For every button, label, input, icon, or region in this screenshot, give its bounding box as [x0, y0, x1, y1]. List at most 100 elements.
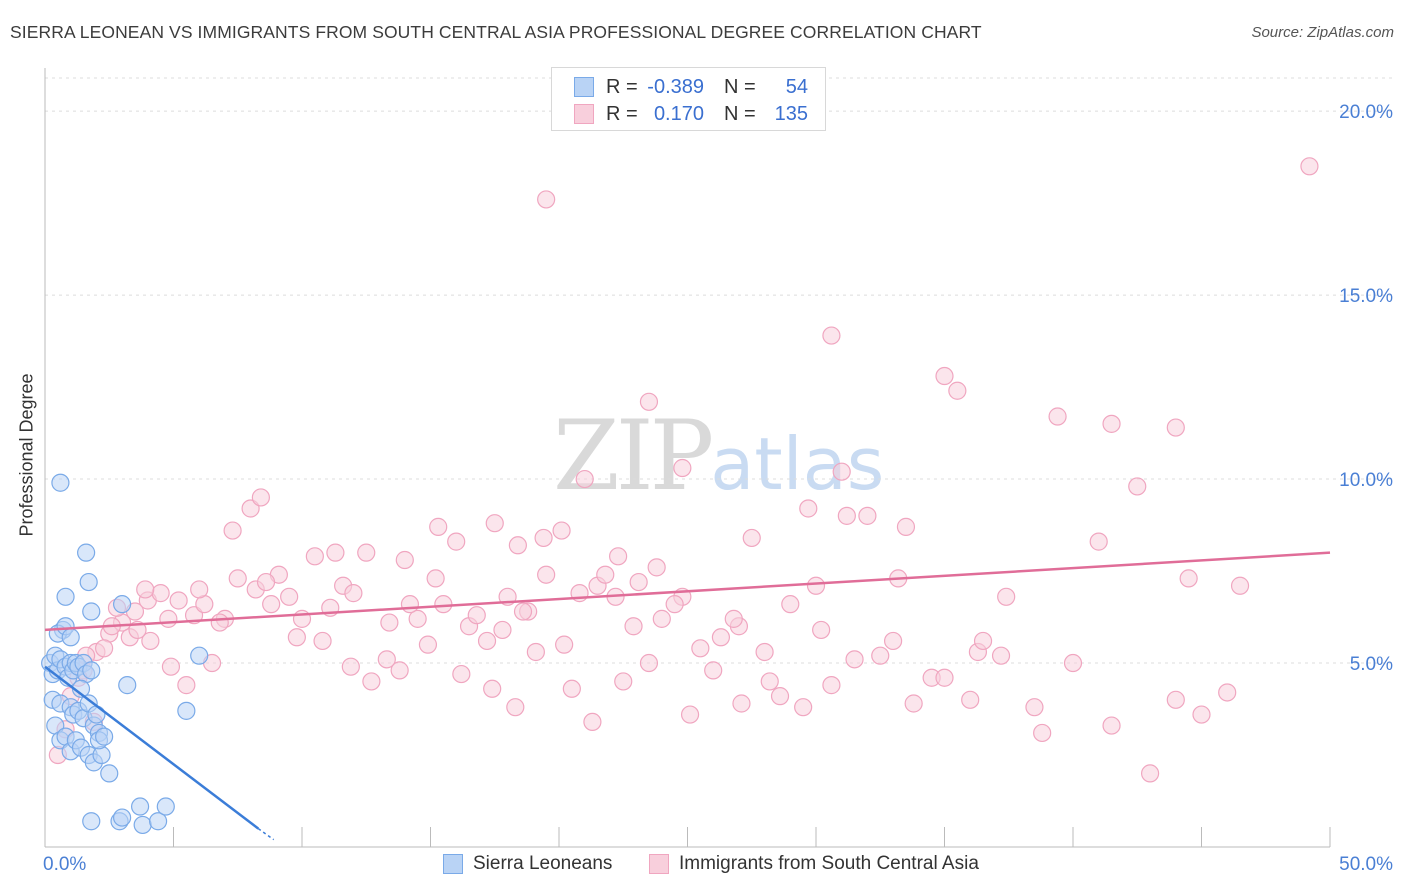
data-point-immigrants	[280, 587, 299, 606]
data-point-immigrants	[357, 543, 376, 562]
data-point-immigrants	[883, 631, 903, 651]
bottom-legend-swatch-pink	[649, 854, 669, 874]
axes	[44, 68, 1331, 848]
data-point-sierra-leoneans	[190, 646, 209, 665]
data-point-immigrants	[583, 712, 602, 731]
data-point-sierra-leoneans	[79, 572, 98, 592]
data-point-immigrants	[799, 499, 818, 518]
legend-r-value: 0.170	[653, 102, 704, 125]
data-point-immigrants	[1033, 723, 1052, 743]
data-point-immigrants	[665, 595, 684, 614]
data-point-immigrants	[575, 469, 594, 489]
data-point-immigrants	[647, 558, 666, 577]
x-tick-label: 0.0%	[43, 854, 86, 875]
data-point-immigrants	[151, 584, 170, 603]
data-point-immigrants	[477, 631, 497, 651]
data-point-immigrants	[639, 392, 659, 411]
legend-swatch-blue	[574, 77, 594, 97]
chart-source: Source: ZipAtlas.com	[1251, 24, 1394, 41]
data-point-immigrants	[812, 620, 831, 640]
data-point-immigrants	[429, 517, 448, 536]
trend-lines	[44, 551, 1331, 841]
data-point-immigrants	[770, 687, 790, 706]
data-point-immigrants	[380, 613, 399, 632]
correlation-legend: R = -0.389 N = 54 R = 0.170 N = 135	[551, 67, 826, 131]
data-point-immigrants	[704, 661, 723, 680]
data-point-immigrants	[305, 547, 324, 566]
data-point-sierra-leoneans	[148, 812, 168, 831]
data-point-immigrants	[177, 676, 196, 695]
tick-labels: 5.0% 10.0% 15.0% 20.0% 0.0% 50.0%	[43, 102, 1393, 875]
data-point-immigrants	[555, 635, 574, 654]
data-point-immigrants	[673, 458, 692, 478]
data-point-immigrants	[400, 595, 420, 614]
legend-r-label: R =	[606, 102, 638, 125]
chart-title: SIERRA LEONEAN VS IMMIGRANTS FROM SOUTH …	[10, 22, 982, 42]
bottom-legend-swatch-blue	[443, 854, 463, 874]
legend-r-value: -0.389	[647, 75, 704, 98]
data-point-immigrants	[935, 366, 954, 386]
data-point-immigrants	[639, 653, 659, 673]
bottom-legend-label: Immigrants from South Central Asia	[679, 853, 979, 874]
data-point-immigrants	[223, 521, 242, 540]
legend-swatch-pink	[574, 104, 594, 124]
data-point-immigrants	[871, 646, 890, 665]
data-point-immigrants	[794, 698, 813, 717]
data-point-sierra-leoneans	[177, 701, 196, 720]
data-point-immigrants	[1166, 690, 1185, 709]
data-point-immigrants	[256, 572, 276, 592]
bottom-legend-immigrants: Immigrants from South Central Asia	[649, 852, 979, 876]
data-point-immigrants	[136, 580, 155, 599]
data-point-immigrants	[1230, 576, 1250, 595]
data-point-immigrants	[362, 672, 381, 691]
data-point-immigrants	[452, 664, 471, 684]
data-point-immigrants	[973, 631, 993, 651]
bottom-legend-label: Sierra Leoneans	[473, 853, 613, 874]
data-point-sierra-leoneans	[133, 815, 152, 835]
y-tick-label: 15.0%	[1339, 286, 1393, 307]
data-point-immigrants	[95, 639, 114, 658]
data-point-immigrants	[508, 536, 527, 555]
data-point-immigrants	[228, 569, 247, 588]
data-point-sierra-leoneans	[95, 727, 114, 746]
y-tick-label: 10.0%	[1339, 470, 1393, 491]
data-point-immigrants	[377, 650, 396, 669]
legend-n-label: N =	[724, 75, 756, 98]
data-point-immigrants	[781, 595, 800, 614]
data-point-sierra-leoneans	[118, 676, 137, 695]
series-sierra-leoneans-points	[41, 473, 209, 835]
trend-line-sierra-leoneans	[44, 665, 260, 830]
data-point-immigrants	[806, 576, 826, 595]
data-point-immigrants	[408, 609, 427, 628]
data-point-immigrants	[390, 661, 409, 680]
data-point-immigrants	[1048, 407, 1067, 426]
legend-row-sierra-leoneans: R = -0.389 N = 54	[574, 75, 808, 99]
data-point-immigrants	[961, 690, 980, 709]
legend-n-value: 135	[774, 102, 808, 125]
data-point-immigrants	[537, 190, 556, 209]
data-point-immigrants	[680, 705, 700, 724]
data-point-immigrants	[837, 506, 856, 525]
data-point-immigrants	[161, 657, 181, 676]
data-point-immigrants	[483, 679, 502, 698]
data-point-immigrants	[845, 650, 864, 669]
data-point-immigrants	[858, 506, 877, 525]
data-point-immigrants	[141, 631, 160, 651]
trend-line-immigrants	[44, 551, 1331, 632]
data-point-immigrants	[991, 646, 1011, 665]
data-point-immigrants	[426, 569, 445, 588]
data-point-immigrants	[485, 514, 504, 533]
data-point-immigrants	[341, 657, 360, 676]
data-point-immigrants	[418, 635, 438, 654]
data-point-immigrants	[467, 606, 486, 625]
data-point-immigrants	[506, 698, 525, 717]
data-point-immigrants	[434, 595, 453, 614]
data-point-immigrants	[526, 642, 545, 662]
data-point-immigrants	[629, 572, 648, 592]
data-point-sierra-leoneans	[77, 543, 96, 562]
data-point-sierra-leoneans	[112, 595, 132, 614]
data-point-immigrants	[190, 580, 209, 599]
series-immigrants-points	[48, 157, 1319, 783]
y-tick-label: 20.0%	[1339, 102, 1393, 123]
data-point-sierra-leoneans	[87, 705, 106, 724]
